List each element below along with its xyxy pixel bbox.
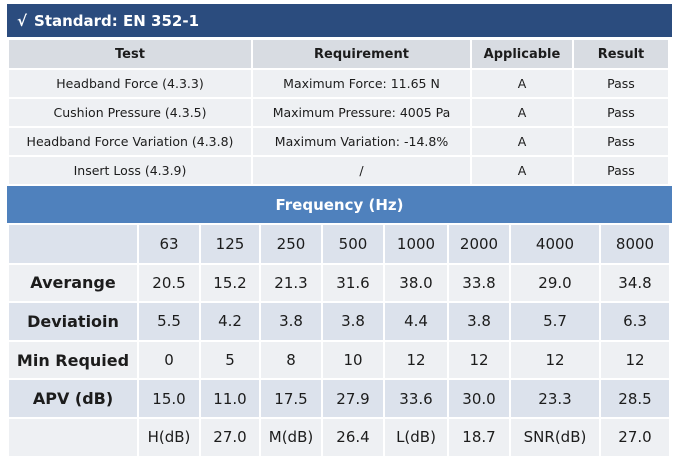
table-cell: 27.9 bbox=[322, 379, 385, 419]
test-name: Headband Force (4.3.3) bbox=[9, 69, 253, 99]
table-cell: 38.0 bbox=[384, 263, 449, 304]
frequency-table: 63 125 250 500 1000 2000 4000 8000 Avera… bbox=[9, 225, 671, 458]
table-cell: 3.8 bbox=[260, 302, 323, 342]
table-cell: 15.0 bbox=[138, 379, 201, 419]
test-applicable: A bbox=[471, 156, 574, 186]
table-cell: 11.0 bbox=[200, 379, 261, 419]
test-requirement: / bbox=[252, 156, 472, 186]
table-cell: 0 bbox=[138, 340, 201, 381]
table-cell: 8 bbox=[260, 340, 323, 381]
frequency-title: Frequency (Hz) bbox=[275, 195, 404, 214]
row-label: Deviatioin bbox=[9, 302, 139, 342]
table-cell: 23.3 bbox=[510, 379, 601, 419]
frequency-row-summary: H(dB) 27.0 M(dB) 26.4 L(dB) 18.7 SNR(dB)… bbox=[9, 417, 671, 458]
table-cell: 12 bbox=[448, 340, 511, 381]
test-requirement: Maximum Force: 11.65 N bbox=[252, 69, 472, 99]
test-name: Headband Force Variation (4.3.8) bbox=[9, 127, 253, 157]
table-cell: 6.3 bbox=[600, 302, 671, 342]
frequency-header-cell: 2000 bbox=[448, 225, 511, 265]
test-row: Insert Loss (4.3.9) / A Pass bbox=[9, 156, 670, 186]
test-requirement: Maximum Pressure: 4005 Pa bbox=[252, 98, 472, 128]
table-cell: 29.0 bbox=[510, 263, 601, 304]
frequency-header-cell: 125 bbox=[200, 225, 261, 265]
test-result: Pass bbox=[573, 69, 670, 99]
table-cell: 12 bbox=[510, 340, 601, 381]
table-cell: 10 bbox=[322, 340, 385, 381]
frequency-corner-cell bbox=[9, 225, 139, 265]
test-applicable: A bbox=[471, 98, 574, 128]
frequency-row-average: Averange 20.5 15.2 21.3 31.6 38.0 33.8 2… bbox=[9, 263, 671, 304]
frequency-header-cell: 1000 bbox=[384, 225, 449, 265]
header-requirement: Requirement bbox=[252, 40, 472, 70]
frequency-header-cell: 4000 bbox=[510, 225, 601, 265]
table-cell: 26.4 bbox=[322, 417, 385, 458]
test-name: Insert Loss (4.3.9) bbox=[9, 156, 253, 186]
check-icon: √ bbox=[17, 11, 28, 30]
frequency-header-row: 63 125 250 500 1000 2000 4000 8000 bbox=[9, 225, 671, 265]
test-row: Cushion Pressure (4.3.5) Maximum Pressur… bbox=[9, 98, 670, 128]
table-cell: 30.0 bbox=[448, 379, 511, 419]
table-cell: L(dB) bbox=[384, 417, 449, 458]
test-name: Cushion Pressure (4.3.5) bbox=[9, 98, 253, 128]
frequency-row-apv: APV (dB) 15.0 11.0 17.5 27.9 33.6 30.0 2… bbox=[9, 379, 671, 419]
table-cell: 15.2 bbox=[200, 263, 261, 304]
test-row: Headband Force Variation (4.3.8) Maximum… bbox=[9, 127, 670, 157]
row-label: Min Requied bbox=[9, 340, 139, 381]
header-test: Test bbox=[9, 40, 253, 70]
table-cell: 12 bbox=[384, 340, 449, 381]
table-cell: 27.0 bbox=[600, 417, 671, 458]
test-result: Pass bbox=[573, 98, 670, 128]
row-label: APV (dB) bbox=[9, 379, 139, 419]
frequency-row-min-required: Min Requied 0 5 8 10 12 12 12 12 bbox=[9, 340, 671, 381]
table-cell: 20.5 bbox=[138, 263, 201, 304]
table-cell: 27.0 bbox=[200, 417, 261, 458]
standard-title-bar: √ Standard: EN 352-1 bbox=[7, 4, 672, 37]
test-result: Pass bbox=[573, 156, 670, 186]
table-cell: 31.6 bbox=[322, 263, 385, 304]
frequency-header-cell: 250 bbox=[260, 225, 323, 265]
frequency-header-cell: 8000 bbox=[600, 225, 671, 265]
table-cell: 3.8 bbox=[322, 302, 385, 342]
table-cell: 33.6 bbox=[384, 379, 449, 419]
table-cell: 12 bbox=[600, 340, 671, 381]
table-cell: 18.7 bbox=[448, 417, 511, 458]
table-cell: 5.5 bbox=[138, 302, 201, 342]
table-cell: 34.8 bbox=[600, 263, 671, 304]
test-results-table: Test Requirement Applicable Result Headb… bbox=[9, 40, 670, 186]
header-result: Result bbox=[573, 40, 670, 70]
table-cell: 21.3 bbox=[260, 263, 323, 304]
table-cell: 4.4 bbox=[384, 302, 449, 342]
table-cell: H(dB) bbox=[138, 417, 201, 458]
test-table-header-row: Test Requirement Applicable Result bbox=[9, 40, 670, 70]
table-cell: 28.5 bbox=[600, 379, 671, 419]
standard-title: Standard: EN 352-1 bbox=[34, 11, 200, 30]
frequency-header-cell: 63 bbox=[138, 225, 201, 265]
table-cell: 17.5 bbox=[260, 379, 323, 419]
test-requirement: Maximum Variation: -14.8% bbox=[252, 127, 472, 157]
frequency-title-bar: Frequency (Hz) bbox=[7, 186, 672, 223]
test-applicable: A bbox=[471, 69, 574, 99]
table-cell: 3.8 bbox=[448, 302, 511, 342]
table-cell: SNR(dB) bbox=[510, 417, 601, 458]
frequency-header-cell: 500 bbox=[322, 225, 385, 265]
table-cell: 5 bbox=[200, 340, 261, 381]
frequency-row-deviation: Deviatioin 5.5 4.2 3.8 3.8 4.4 3.8 5.7 6… bbox=[9, 302, 671, 342]
row-label: Averange bbox=[9, 263, 139, 304]
test-applicable: A bbox=[471, 127, 574, 157]
row-label bbox=[9, 417, 139, 458]
test-result: Pass bbox=[573, 127, 670, 157]
header-applicable: Applicable bbox=[471, 40, 574, 70]
table-cell: 5.7 bbox=[510, 302, 601, 342]
table-cell: 4.2 bbox=[200, 302, 261, 342]
table-cell: M(dB) bbox=[260, 417, 323, 458]
table-cell: 33.8 bbox=[448, 263, 511, 304]
test-row: Headband Force (4.3.3) Maximum Force: 11… bbox=[9, 69, 670, 99]
